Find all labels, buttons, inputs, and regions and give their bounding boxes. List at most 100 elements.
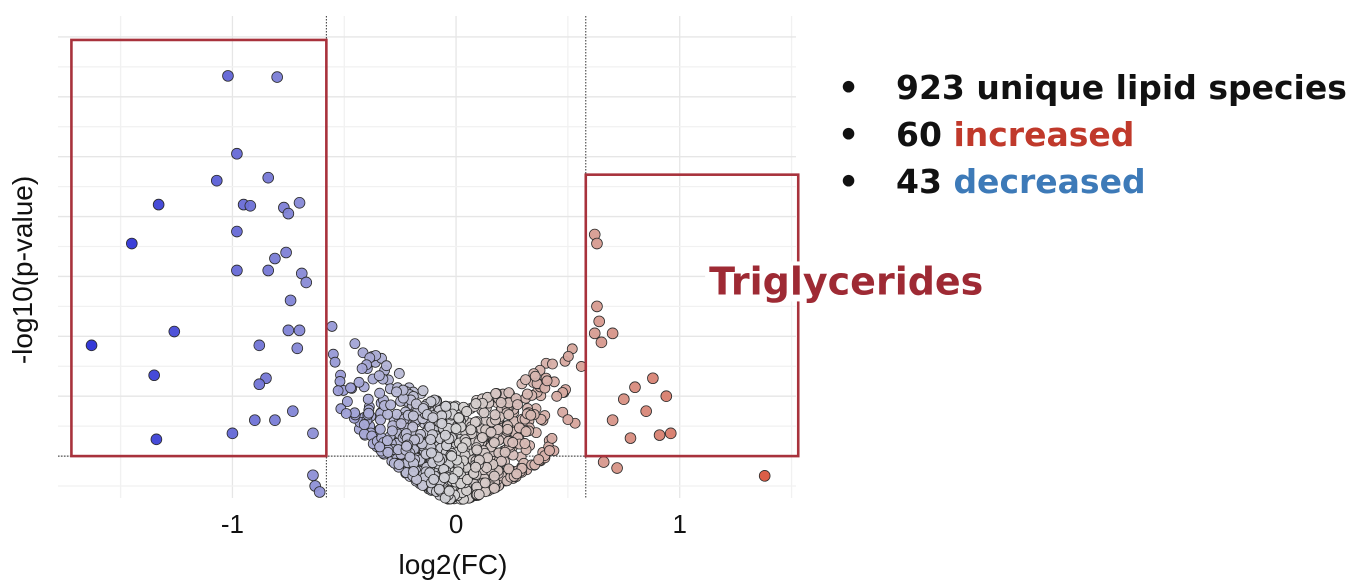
data-point bbox=[529, 370, 541, 382]
data-point bbox=[495, 397, 507, 408]
data-point bbox=[393, 459, 405, 470]
data-point bbox=[507, 437, 519, 448]
data-point bbox=[546, 432, 558, 444]
decreased-count: 43 bbox=[896, 162, 942, 201]
data-point bbox=[345, 382, 356, 394]
data-point bbox=[476, 432, 488, 443]
data-point bbox=[349, 338, 361, 350]
data-point bbox=[611, 462, 623, 474]
data-point bbox=[386, 425, 398, 437]
data-points bbox=[85, 70, 771, 505]
data-point bbox=[382, 446, 394, 458]
data-point bbox=[417, 385, 429, 397]
region-label: Triglycerides bbox=[709, 259, 983, 303]
data-point bbox=[488, 482, 500, 494]
data-point bbox=[358, 419, 370, 430]
data-point bbox=[427, 412, 439, 424]
data-point bbox=[465, 424, 477, 436]
data-point bbox=[640, 405, 652, 417]
data-point bbox=[503, 463, 515, 475]
data-point bbox=[231, 147, 243, 160]
data-point bbox=[231, 225, 243, 238]
data-point bbox=[519, 438, 531, 449]
data-point bbox=[471, 444, 483, 456]
data-point bbox=[334, 376, 346, 387]
data-point bbox=[374, 441, 386, 453]
data-point bbox=[521, 388, 533, 400]
data-point bbox=[307, 427, 319, 440]
data-point bbox=[557, 406, 569, 418]
data-point bbox=[489, 409, 501, 421]
data-point bbox=[404, 451, 416, 463]
data-point bbox=[393, 368, 405, 379]
data-point bbox=[300, 276, 313, 289]
decreased-text: decreased bbox=[953, 162, 1146, 201]
data-point bbox=[244, 200, 257, 212]
data-point bbox=[470, 461, 482, 473]
data-point bbox=[541, 375, 553, 387]
bullet-icon: • bbox=[838, 162, 860, 201]
data-point bbox=[428, 473, 440, 485]
data-point bbox=[443, 485, 455, 497]
data-point bbox=[653, 429, 666, 441]
data-point bbox=[362, 393, 374, 405]
data-point bbox=[363, 407, 375, 419]
data-point bbox=[253, 339, 266, 352]
data-point bbox=[381, 360, 392, 372]
data-point bbox=[629, 381, 641, 394]
data-point bbox=[287, 405, 299, 417]
data-point bbox=[407, 421, 419, 433]
data-point bbox=[436, 418, 448, 429]
x-axis-title: log2(FC) bbox=[399, 549, 508, 580]
data-point bbox=[597, 456, 610, 468]
data-point bbox=[226, 427, 239, 440]
data-point bbox=[551, 390, 563, 402]
data-point bbox=[152, 198, 165, 211]
data-point bbox=[758, 470, 771, 482]
data-point bbox=[307, 469, 319, 482]
data-point bbox=[282, 324, 295, 337]
data-point bbox=[262, 171, 275, 184]
region-box-1 bbox=[584, 173, 800, 458]
data-point bbox=[439, 429, 451, 441]
x-tick-label: -1 bbox=[221, 509, 244, 539]
data-point bbox=[664, 427, 677, 440]
data-point bbox=[222, 70, 234, 82]
data-point bbox=[282, 207, 295, 220]
data-point bbox=[502, 423, 513, 435]
data-point bbox=[461, 406, 473, 417]
data-point bbox=[293, 197, 306, 209]
data-point bbox=[210, 174, 223, 187]
data-point bbox=[329, 356, 341, 368]
summary-item-increased: • 60 increased bbox=[838, 111, 1347, 158]
data-point bbox=[168, 325, 181, 338]
total-count: 923 bbox=[896, 68, 965, 107]
data-point bbox=[562, 350, 574, 362]
data-point bbox=[520, 374, 531, 386]
data-point bbox=[647, 372, 659, 385]
data-point bbox=[544, 445, 555, 456]
data-point bbox=[591, 237, 603, 250]
data-point bbox=[373, 370, 385, 382]
data-point bbox=[85, 339, 98, 352]
data-point bbox=[503, 409, 515, 421]
data-point bbox=[593, 315, 605, 328]
data-point bbox=[353, 376, 365, 388]
summary-list: • 923 unique lipid species • 60 increase… bbox=[838, 64, 1347, 205]
data-point bbox=[488, 437, 500, 449]
data-point bbox=[499, 446, 511, 458]
data-point bbox=[381, 435, 393, 447]
data-point bbox=[660, 390, 673, 403]
data-point bbox=[485, 426, 497, 438]
data-point bbox=[341, 396, 353, 407]
summary-item-total: • 923 unique lipid species bbox=[838, 64, 1347, 111]
highlight-regions: Triglycerides bbox=[70, 38, 988, 458]
data-point bbox=[269, 414, 281, 426]
data-point bbox=[588, 327, 601, 340]
data-point bbox=[624, 432, 637, 444]
data-point bbox=[446, 450, 458, 462]
increased-text: increased bbox=[953, 115, 1135, 154]
data-point bbox=[332, 385, 344, 397]
data-point bbox=[533, 454, 545, 466]
